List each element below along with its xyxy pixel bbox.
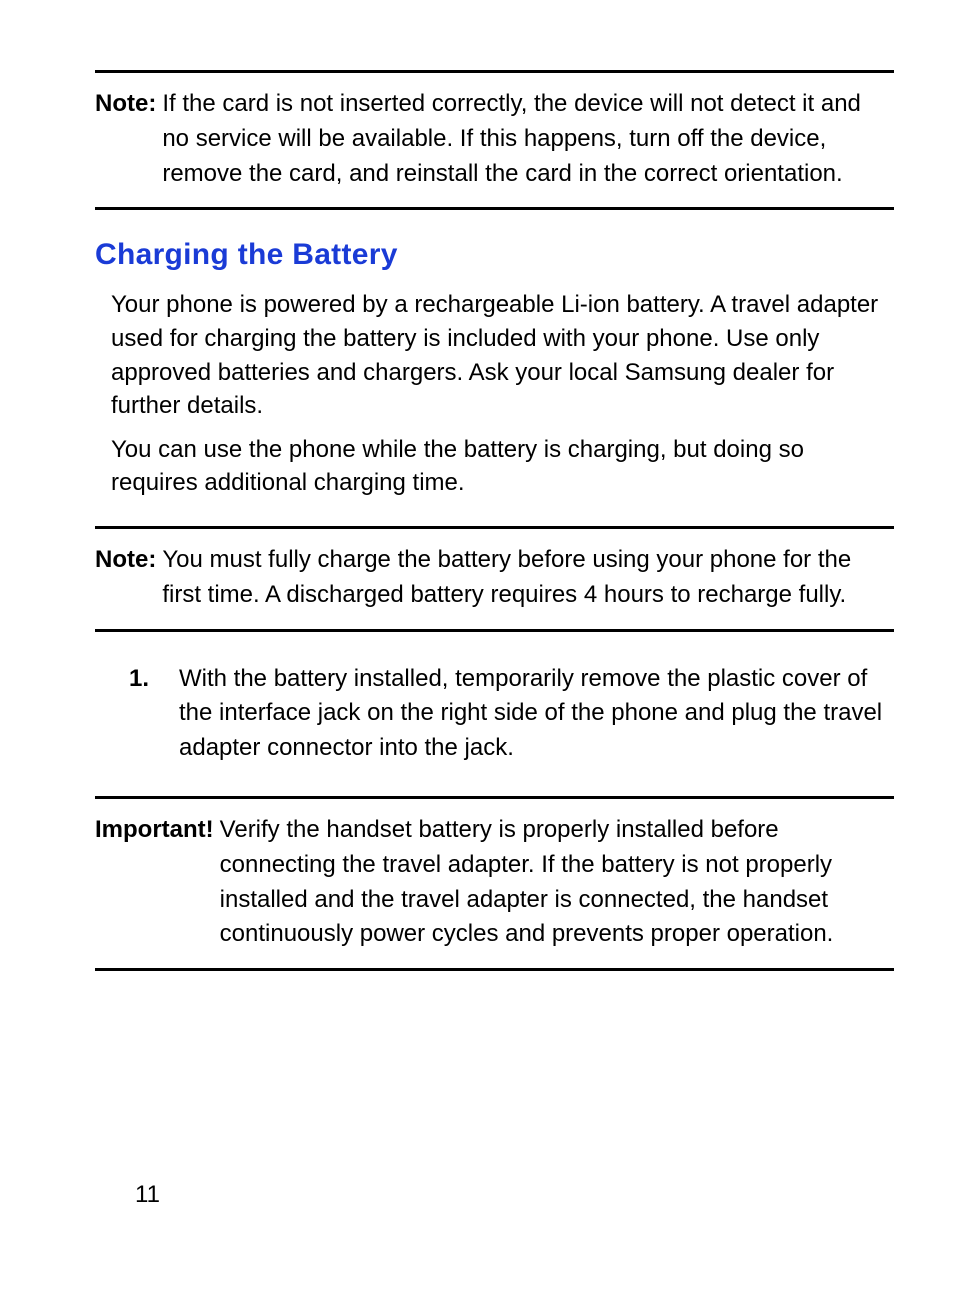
note-row-2: Note: You must fully charge the battery … [95,543,894,613]
step-number: 1. [129,662,179,697]
note-text-2: You must fully charge the battery before… [162,543,894,613]
body-para-2: You can use the phone while the battery … [111,433,894,500]
page-number: 11 [135,1181,160,1209]
important-label: Important! [95,813,220,848]
step-1: 1. With the battery installed, temporari… [129,632,894,796]
note-block-1: Note: If the card is not inserted correc… [95,73,894,207]
step-text: With the battery installed, temporarily … [179,662,894,766]
section-heading: Charging the Battery [95,238,894,272]
body-para-1: Your phone is powered by a rechargeable … [111,288,894,422]
note-label-2: Note: [95,543,162,578]
note-block-2: Note: You must fully charge the battery … [95,529,894,629]
important-block: Important! Verify the handset battery is… [95,799,894,968]
note-label: Note: [95,87,162,122]
rule-after-note1 [95,207,894,210]
note-text: If the card is not inserted correctly, t… [162,87,894,191]
rule-after-important [95,968,894,971]
important-text: Verify the handset battery is properly i… [220,813,894,952]
note-row: Note: If the card is not inserted correc… [95,87,894,191]
important-row: Important! Verify the handset battery is… [95,813,894,952]
page-content: Note: If the card is not inserted correc… [0,0,954,971]
